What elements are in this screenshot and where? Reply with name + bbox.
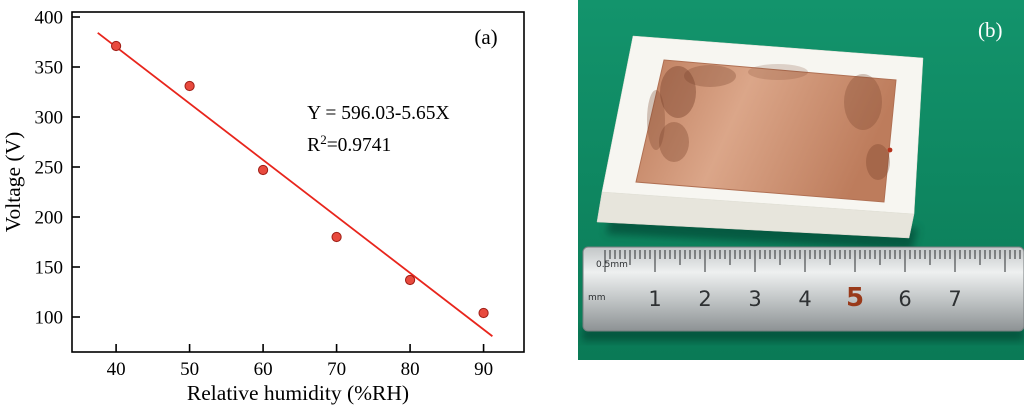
data-point	[331, 231, 342, 243]
ruler-unit-top-label: 0.5mm	[596, 260, 628, 270]
y-tick-label: 250	[35, 158, 64, 179]
panel-b-photo: 1 2 3 4 5 6 7 0.5mm mm (b)	[578, 0, 1024, 360]
film-blotch	[684, 65, 736, 87]
x-tick-label: 60	[254, 359, 273, 380]
r-squared-label: R2=0.9741	[307, 132, 391, 156]
x-axis-label: Relative humidity (%RH)	[187, 381, 409, 405]
data-point	[110, 40, 122, 52]
sample-photo: 1 2 3 4 5 6 7 0.5mm mm (b)	[578, 0, 1024, 360]
ruler	[582, 246, 1024, 332]
y-tick-label: 350	[35, 58, 64, 79]
film-speck	[887, 147, 893, 153]
copper-film	[635, 59, 897, 203]
ruler-number: 7	[948, 287, 961, 311]
ruler-number: 4	[798, 287, 811, 311]
y-tick-label: 150	[35, 258, 64, 279]
y-tick-label: 300	[35, 108, 64, 129]
ruler-number: 3	[748, 287, 761, 311]
panel-a-chart: 40 50 60 70 80 90 100 150 200 250 300 350 400 Y = 596…	[1, 8, 525, 405]
ruler-number: 5	[846, 283, 864, 313]
x-tick-label: 70	[327, 359, 346, 380]
y-tick-label: 200	[35, 208, 64, 229]
y-axis-label: Voltage (V)	[1, 132, 25, 233]
film-blotch	[659, 122, 689, 162]
ruler-number: 6	[898, 287, 911, 311]
ruler-number: 1	[648, 287, 661, 311]
y-tick-label: 400	[35, 8, 64, 29]
panel-b-label: (b)	[978, 18, 1003, 42]
x-tick-label: 40	[107, 359, 126, 380]
film-blotch	[748, 64, 808, 80]
axis-box	[71, 11, 525, 353]
fit-line	[97, 32, 493, 337]
data-point	[184, 80, 195, 92]
ruler-number: 2	[698, 287, 711, 311]
data-point	[478, 307, 489, 319]
x-tick-label: 50	[180, 359, 199, 380]
voltage-humidity-chart: 40 50 60 70 80 90 100 150 200 250 300 350 400 Y = 596…	[1, 8, 525, 405]
panel-a-label: (a)	[474, 25, 497, 49]
x-tick-label: 90	[474, 359, 493, 380]
data-point	[404, 274, 416, 286]
y-tick-label: 100	[35, 308, 64, 329]
film-blotch	[866, 144, 890, 180]
ruler-unit-bottom-label: mm	[588, 293, 606, 303]
fit-equation: Y = 596.03-5.65X	[307, 103, 449, 124]
film-blotch	[647, 90, 665, 150]
film-blotch	[660, 66, 696, 118]
data-point	[257, 164, 269, 176]
x-tick-label: 80	[401, 359, 420, 380]
film-blotch	[844, 74, 882, 130]
